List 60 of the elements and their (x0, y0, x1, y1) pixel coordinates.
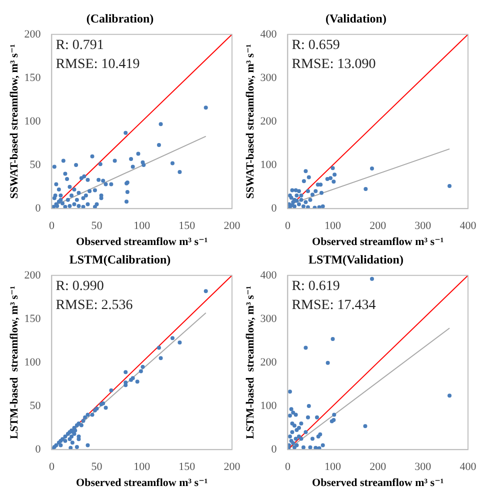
y-tick-label: 300 (260, 312, 278, 325)
annotation: R: 0.619 (292, 279, 340, 294)
annotation: R: 0.791 (56, 38, 104, 54)
annotation: RMSE: 2.536 (56, 298, 133, 314)
y-axis-title: LSTM-based streamflow, m³ s⁻¹ (8, 286, 20, 440)
x-tick-label: 100 (134, 220, 151, 232)
y-tick-label: 100 (24, 356, 42, 368)
chart-title: (Validation) (326, 11, 386, 26)
x-tick-label: 0 (284, 461, 291, 474)
x-axis-title: Observed streamflow m³ s⁻¹ (76, 236, 208, 248)
chart-title: LSTM(Validation) (308, 252, 404, 266)
x-tick-label: 200 (224, 220, 241, 232)
y-tick-label: 200 (260, 115, 278, 128)
x-tick-label: 100 (324, 220, 342, 232)
y-tick-label: 300 (260, 72, 278, 84)
x-tick-label: 400 (460, 461, 477, 474)
x-axis-title: Observed streamflow m³ s⁻¹ (312, 477, 444, 490)
x-tick-label: 150 (178, 461, 196, 474)
y-tick-label: 200 (24, 28, 42, 40)
annotation: R: 0.990 (56, 279, 104, 294)
annotation: RMSE: 13.090 (292, 57, 376, 72)
y-axis-title: SSWAT-based streamflow, m³ s⁻¹ (244, 44, 256, 199)
y-tick-label: 0 (271, 443, 278, 456)
x-tick-label: 400 (460, 220, 477, 232)
x-tick-label: 50 (91, 461, 103, 474)
x-tick-label: 200 (370, 461, 387, 474)
y-axis-title: SSWAT-based streamflow, m³ s⁻¹ (8, 44, 20, 199)
y-tick-label: 150 (24, 72, 42, 84)
x-tick-label: 100 (134, 461, 151, 474)
y-tick-label: 50 (30, 400, 42, 412)
x-tick-label: 100 (324, 461, 342, 474)
y-tick-label: 400 (260, 28, 278, 40)
y-tick-label: 200 (260, 356, 278, 368)
chart-title: (Calibration) (86, 11, 154, 26)
x-tick-label: 200 (370, 220, 387, 232)
x-tick-label: 0 (48, 220, 55, 232)
annotation: R: 0.659 (292, 38, 340, 54)
y-tick-label: 100 (24, 115, 42, 128)
y-tick-label: 150 (24, 312, 42, 325)
y-tick-label: 100 (260, 158, 278, 171)
y-tick-label: 100 (260, 400, 278, 412)
x-tick-label: 150 (178, 220, 196, 232)
y-tick-label: 200 (24, 269, 42, 282)
x-tick-label: 50 (91, 220, 103, 232)
y-tick-label: 0 (35, 443, 42, 456)
x-axis-title: Observed streamflow m³ s⁻¹ (312, 236, 444, 248)
annotation: RMSE: 17.434 (292, 298, 376, 314)
y-tick-label: 0 (35, 202, 42, 214)
y-tick-label: 50 (30, 158, 42, 171)
y-tick-label: 400 (260, 269, 278, 282)
annotation: RMSE: 10.419 (56, 57, 140, 72)
x-tick-label: 300 (414, 461, 432, 474)
y-tick-label: 0 (271, 202, 278, 214)
chart-title: LSTM(Calibration) (69, 252, 171, 266)
x-tick-label: 300 (414, 220, 432, 232)
x-tick-label: 200 (224, 461, 241, 474)
x-tick-label: 0 (284, 220, 291, 232)
x-axis-title: Observed streamflow m³ s⁻¹ (76, 477, 208, 490)
x-tick-label: 0 (48, 461, 55, 474)
y-axis-title: LSTM-based streamflow, m³ s⁻¹ (244, 286, 256, 440)
